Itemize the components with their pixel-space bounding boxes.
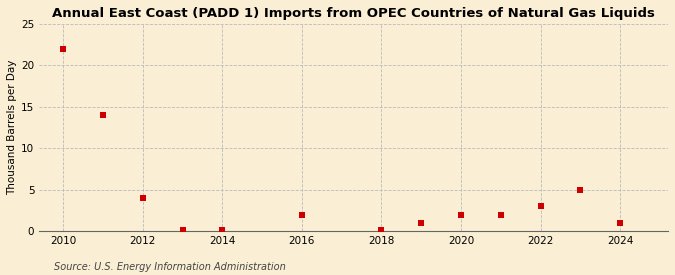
Point <box>615 221 626 225</box>
Point <box>97 113 108 117</box>
Point <box>57 46 68 51</box>
Text: Source: U.S. Energy Information Administration: Source: U.S. Energy Information Administ… <box>54 262 286 272</box>
Point <box>137 196 148 200</box>
Point <box>575 188 586 192</box>
Point <box>376 228 387 233</box>
Point <box>296 212 307 217</box>
Point <box>217 228 227 232</box>
Point <box>416 221 427 225</box>
Point <box>535 204 546 208</box>
Point <box>495 212 506 217</box>
Y-axis label: Thousand Barrels per Day: Thousand Barrels per Day <box>7 60 17 195</box>
Point <box>456 212 466 217</box>
Point <box>177 228 188 232</box>
Title: Annual East Coast (PADD 1) Imports from OPEC Countries of Natural Gas Liquids: Annual East Coast (PADD 1) Imports from … <box>52 7 655 20</box>
